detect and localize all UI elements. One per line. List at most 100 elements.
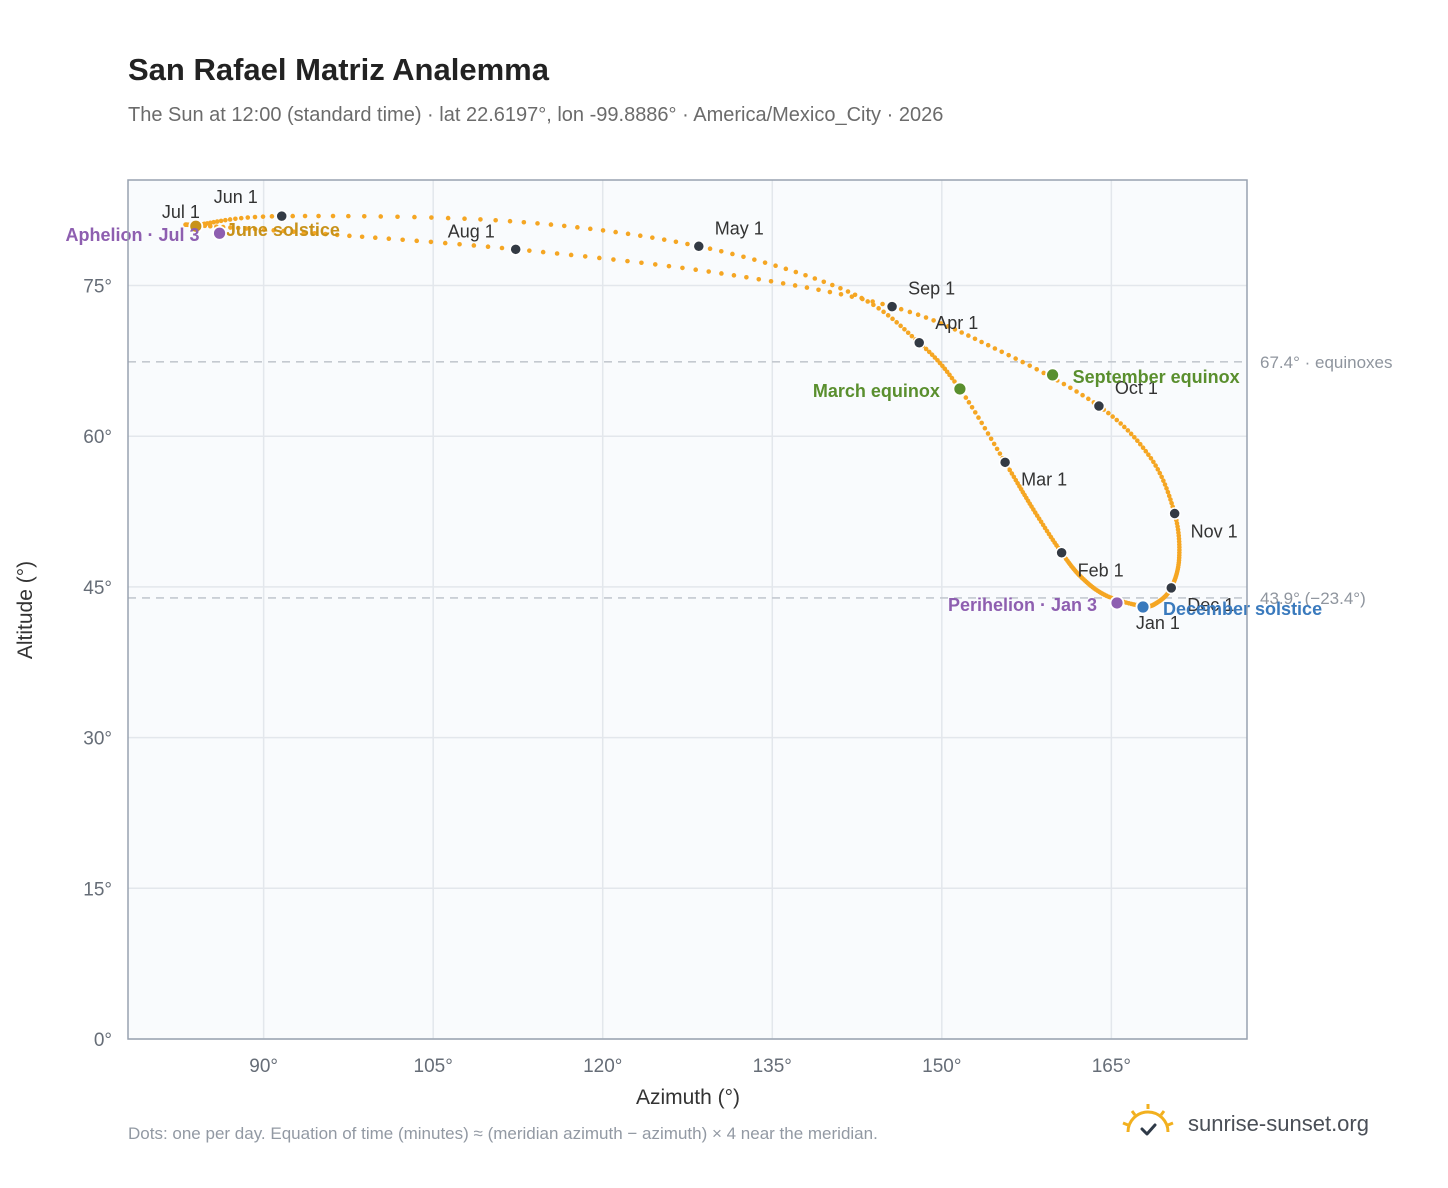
daily-sun-dot [1068,385,1073,391]
y-tick-label: 45° [83,578,112,599]
daily-sun-dot [301,230,307,235]
y-tick-label: 0° [94,1030,112,1051]
daily-sun-dot [1140,445,1146,450]
daily-sun-dot [838,285,843,291]
daily-sun-dot [613,229,618,235]
daily-sun-dot [1007,467,1013,473]
daily-sun-dot [860,296,865,302]
daily-sun-dot [395,214,400,220]
daily-sun-dot [1034,366,1040,372]
daily-sun-dot [929,352,935,358]
daily-sun-dot [680,265,685,271]
daily-sun-dot [637,233,643,238]
daily-sun-dot [400,237,405,243]
daily-sun-dot [1009,471,1015,476]
daily-sun-dot [966,333,971,338]
daily-sun-dot [731,273,737,278]
daily-sun-dot [804,285,810,290]
daily-sun-dot [972,336,978,342]
daily-sun-dot [1161,478,1166,484]
daily-sun-dot [568,252,574,258]
daily-sun-dot [947,372,952,378]
daily-sun-dot [803,272,808,278]
daily-sun-dot [561,223,567,229]
event-marker-label: June solstice [226,220,340,240]
daily-sun-dot [202,223,208,229]
month-marker-label: Nov 1 [1191,522,1238,542]
daily-sun-dot [985,431,991,436]
month-marker-label: Mar 1 [1021,469,1067,489]
y-tick-label: 75° [83,276,112,297]
daily-sun-dot [316,213,321,219]
daily-sun-dot [535,221,540,226]
event-marker [212,225,227,241]
x-axis: 90° 105° 120° 135° 150° 165° [249,1056,1131,1077]
daily-sun-dot [1086,396,1091,402]
month-marker [1168,507,1181,520]
daily-sun-dot [666,263,672,269]
daily-sun-dot [457,241,462,247]
daily-sun-dot [334,232,340,238]
event-marker-label: Aphelion · Jul 3 [66,225,200,245]
daily-sun-dot [228,225,233,230]
daily-sun-dot [994,446,1000,452]
event-marker [1109,595,1125,611]
daily-sun-dot [898,306,904,312]
daily-sun-dot [485,244,491,250]
daily-sun-dot [827,289,833,295]
daily-sun-dot [260,214,266,219]
daily-sun-dot [471,243,477,248]
daily-sun-dot [685,241,690,247]
month-marker [885,300,899,313]
daily-sun-dot [1106,410,1111,416]
chart-subtitle: The Sun at 12:00 (standard time) · lat 2… [128,104,944,126]
daily-sun-dot [650,235,655,240]
month-marker-label: Dec 1 [1187,595,1234,615]
daily-sun-dot [499,245,505,251]
daily-sun-dot [625,258,630,264]
month-marker-label: Aug 1 [448,221,495,241]
brand[interactable]: sunrise-sunset.org [1120,1102,1369,1146]
daily-sun-dot [1020,359,1025,365]
daily-sun-dot [597,255,602,261]
daily-sun-dot [982,425,988,431]
daily-sun-dot [1110,414,1115,419]
daily-sun-dot [252,226,258,232]
daily-sun-dot [372,235,378,241]
y-axis-label: Altitude (°) [14,561,37,659]
daily-sun-dot [269,214,275,219]
daily-sun-dot [969,404,975,410]
daily-sun-dot [923,315,929,320]
x-tick-label: 150° [922,1056,961,1077]
daily-sun-dot [783,266,789,272]
event-marker [1045,367,1060,383]
daily-sun-dot [291,229,296,235]
daily-sun-dot [673,239,679,245]
footnote: Dots: one per day. Equation of time (min… [128,1124,878,1143]
daily-sun-dot [1166,493,1172,499]
daily-sun-dot [963,395,969,400]
month-marker-label: May 1 [715,218,764,238]
daily-sun-dot [587,226,593,232]
event-marker-label: December solstice [1163,599,1322,619]
daily-sun-dot [812,276,818,281]
daily-sun-dot [235,225,241,231]
daily-sun-dot [625,231,631,237]
daily-sun-dot [1061,381,1067,387]
y-tick-label: 15° [83,879,112,900]
daily-sun-dot [719,271,724,276]
reference-line-label: 43.9° (−23.4°) [1260,589,1366,608]
daily-sun-dot [554,251,560,256]
daily-sun-dot [1155,467,1161,472]
daily-sun-dot [611,257,616,262]
event-marker [188,218,204,234]
daily-sun-dot [521,219,527,225]
month-markers: Jan 1 Feb 1 Mar 1 Apr 1 May 1 Jun 1 Jul 1 Aug 1… [162,187,1238,633]
daily-sun-dot [575,225,580,230]
daily-sun-dot [1164,486,1169,491]
daily-sun-dot [661,237,667,242]
daily-sun-dot [478,217,483,222]
daily-sun-dot [744,275,749,280]
daily-sun-dot [865,299,871,304]
daily-sun-dot [1169,500,1174,506]
